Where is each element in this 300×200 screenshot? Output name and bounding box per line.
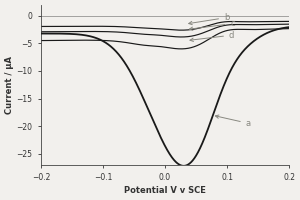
- Text: a: a: [215, 115, 251, 128]
- Text: d: d: [190, 31, 234, 41]
- Text: c: c: [189, 19, 235, 30]
- X-axis label: Potential V v SCE: Potential V v SCE: [124, 186, 206, 195]
- Text: b: b: [189, 13, 230, 25]
- Y-axis label: Current / μA: Current / μA: [5, 56, 14, 114]
